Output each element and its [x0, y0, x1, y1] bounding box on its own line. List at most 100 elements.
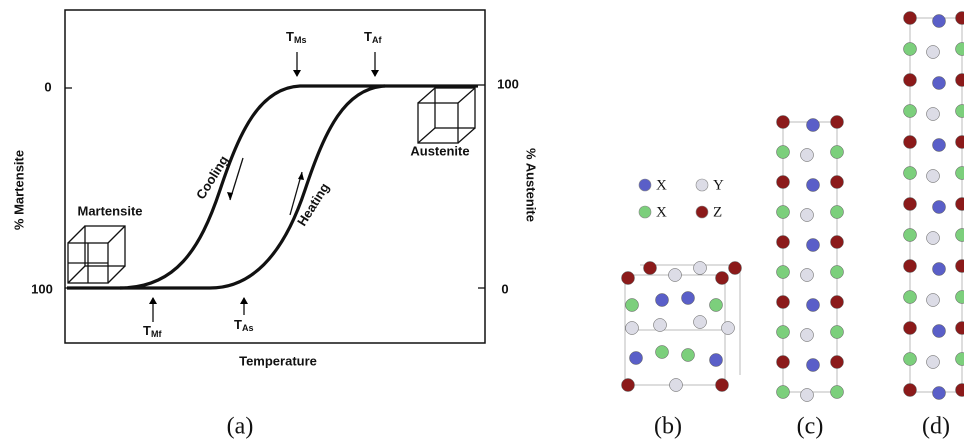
cooling-curve	[67, 86, 478, 288]
atom	[956, 198, 964, 211]
atom	[656, 294, 669, 307]
atom	[777, 296, 790, 309]
atom	[622, 379, 635, 392]
atom	[904, 353, 917, 366]
atom	[807, 299, 820, 312]
atom	[777, 206, 790, 219]
caption: (d)	[922, 414, 950, 440]
atom	[956, 136, 964, 149]
atom	[807, 239, 820, 252]
atom	[956, 384, 964, 397]
atom	[801, 269, 814, 282]
atom	[904, 322, 917, 335]
caption: (a)	[227, 414, 254, 440]
atom	[716, 272, 729, 285]
atom	[831, 236, 844, 249]
temperature-label: TMf	[143, 323, 162, 339]
atom	[777, 116, 790, 129]
legend-marker	[696, 206, 708, 218]
caption: (b)	[654, 414, 682, 440]
phase-label: Martensite	[77, 203, 142, 218]
atom	[956, 260, 964, 273]
atom	[626, 299, 639, 312]
y-axis-label: % Martensite	[11, 150, 26, 230]
legend-label: X	[656, 204, 667, 220]
atom	[777, 236, 790, 249]
temperature-label: TAs	[234, 317, 253, 333]
atom	[904, 260, 917, 273]
atom	[904, 136, 917, 149]
temperature-label: TAf	[364, 29, 382, 45]
atom	[831, 326, 844, 339]
atom	[777, 266, 790, 279]
tick-label: 0	[44, 79, 51, 94]
austenite-cube	[418, 88, 475, 143]
phase-label: Austenite	[410, 143, 469, 158]
atom	[956, 105, 964, 118]
atom	[904, 43, 917, 56]
atom	[904, 74, 917, 87]
atom	[933, 263, 946, 276]
legend-label: X	[656, 177, 667, 193]
martensite-cube	[68, 226, 125, 283]
atom	[927, 46, 940, 59]
atom	[682, 292, 695, 305]
temperature-label: TMs	[286, 29, 306, 45]
atom	[656, 346, 669, 359]
atom	[927, 294, 940, 307]
atom	[831, 266, 844, 279]
atom	[956, 74, 964, 87]
atom	[927, 170, 940, 183]
atom	[716, 379, 729, 392]
atom	[927, 232, 940, 245]
atom	[956, 353, 964, 366]
tick-label: 100	[497, 76, 519, 91]
crystal-structures	[622, 12, 964, 402]
atom	[927, 108, 940, 121]
atom	[807, 119, 820, 132]
tick-label: 0	[501, 281, 508, 296]
atom	[722, 322, 735, 335]
atom	[626, 322, 639, 335]
atom	[831, 356, 844, 369]
caption: (c)	[797, 414, 824, 440]
atom	[904, 229, 917, 242]
atom	[777, 386, 790, 399]
figure: 0 100 100 0 % Martensite % Austenite Tem…	[0, 0, 964, 445]
atom	[956, 43, 964, 56]
atom	[933, 201, 946, 214]
atom	[622, 272, 635, 285]
atom	[904, 105, 917, 118]
atom	[729, 262, 742, 275]
plot-frame	[65, 10, 485, 343]
legend-marker	[639, 206, 651, 218]
atom	[956, 322, 964, 335]
atom	[831, 116, 844, 129]
atom	[956, 229, 964, 242]
atom	[669, 269, 682, 282]
atom	[644, 262, 657, 275]
atom	[777, 176, 790, 189]
atom	[801, 389, 814, 402]
y2-axis-label: % Austenite	[524, 148, 539, 222]
atom	[777, 326, 790, 339]
arrowhead	[371, 70, 379, 77]
atom	[682, 349, 695, 362]
atom	[694, 316, 707, 329]
atom	[904, 291, 917, 304]
legend-marker	[639, 179, 651, 191]
atom	[933, 325, 946, 338]
atom	[956, 12, 964, 25]
arrowhead	[149, 297, 157, 304]
atom	[777, 356, 790, 369]
atom	[904, 167, 917, 180]
atom	[927, 356, 940, 369]
atom	[801, 209, 814, 222]
atom	[956, 291, 964, 304]
legend-label: Y	[713, 177, 724, 193]
atom	[933, 387, 946, 400]
atom	[831, 176, 844, 189]
atom	[807, 359, 820, 372]
atom	[630, 352, 643, 365]
legend-label: Z	[713, 204, 722, 220]
